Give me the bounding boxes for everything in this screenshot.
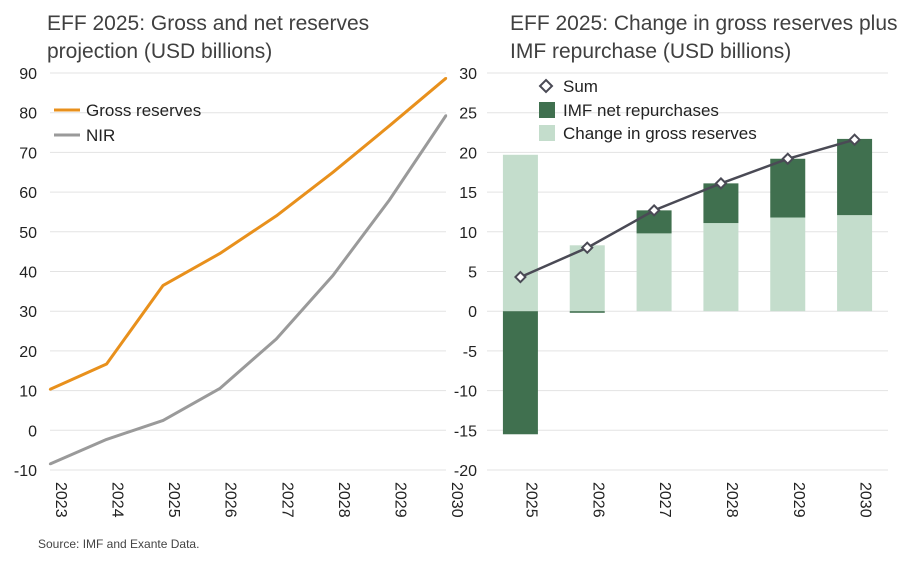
right-chart-title-line-1: EFF 2025: Change in gross reserves plus	[510, 12, 898, 35]
left-x-tick-label: 2029	[391, 482, 408, 518]
line-point	[331, 274, 335, 277]
line-point	[161, 284, 165, 287]
legend-swatch-change-in-gross-reserves	[539, 125, 555, 141]
source-note: Source: IMF and Exante Data.	[38, 537, 199, 551]
right-x-tick-label: 2027	[656, 482, 673, 518]
line-point	[388, 198, 391, 202]
right-x-tick-label: 2029	[790, 482, 807, 518]
right-y-tick-label: -10	[454, 384, 477, 401]
left-y-tick-label: 70	[19, 145, 37, 162]
right-chart-x-axis: 2025 2026 2027 2028 2029 2030	[522, 482, 873, 518]
line-point	[48, 462, 52, 466]
left-y-tick-label: 20	[19, 344, 37, 361]
left-x-tick-label: 2025	[165, 482, 182, 518]
left-y-tick-label: 30	[19, 304, 37, 321]
legend-swatch-imf-net-repurchases	[539, 102, 555, 118]
right-x-tick-label: 2030	[857, 482, 874, 518]
left-y-tick-label: 80	[19, 106, 37, 123]
right-y-tick-label: 10	[459, 225, 477, 242]
line-point	[444, 76, 448, 80]
sum-marker	[514, 270, 527, 284]
left-y-tick-label: 60	[19, 185, 37, 202]
bar-imf-net-repurchases	[569, 311, 605, 313]
line-chart-gross-net-reserves: EFF 2025: Gross and net reserves project…	[14, 12, 465, 518]
line-point	[105, 438, 108, 441]
sum-line	[519, 138, 855, 279]
left-x-tick-label: 2024	[109, 482, 126, 518]
left-chart-series	[48, 76, 448, 466]
right-chart-title-line-2: IMF repurchase (USD billions)	[510, 40, 791, 63]
bar-imf-net-repurchases	[770, 158, 806, 218]
left-chart-x-axis: 2023 2024 2025 2026 2027 2028 2029 2030	[52, 482, 465, 518]
left-x-tick-label: 2026	[222, 482, 239, 518]
bar-change-in-gross-reserves	[837, 215, 873, 312]
line-point	[388, 124, 391, 128]
right-chart-gridlines	[487, 72, 888, 471]
sum-marker	[647, 203, 661, 217]
line-point	[275, 214, 278, 218]
left-y-tick-label: 50	[19, 225, 37, 242]
right-y-tick-label: 20	[459, 145, 477, 162]
left-x-tick-label: 2023	[52, 482, 69, 518]
legend-label-change-in-gross-reserves: Change in gross reserves	[563, 124, 757, 143]
left-chart-gridlines	[50, 72, 446, 471]
right-y-tick-label: 0	[468, 304, 477, 321]
right-x-tick-label: 2028	[723, 482, 740, 518]
line-point	[444, 114, 448, 117]
bar-change-in-gross-reserves	[502, 154, 538, 312]
line-point	[331, 171, 335, 174]
line-point	[275, 337, 278, 341]
bar-imf-net-repurchases	[703, 183, 739, 224]
left-y-tick-label: 10	[19, 384, 37, 401]
stacked-bar-chart-gross-reserves-change: EFF 2025: Change in gross reserves plus …	[454, 12, 898, 518]
bar-change-in-gross-reserves	[703, 223, 739, 312]
bar-change-in-gross-reserves	[569, 245, 605, 312]
left-chart-legend: Gross reserves NIR	[54, 101, 201, 145]
right-chart-y-axis: -20 -15 -10 -5 0 5 10 15 20 25 30	[454, 66, 477, 480]
line-point	[218, 252, 221, 255]
right-x-tick-label: 2025	[522, 482, 539, 518]
right-x-tick-label: 2026	[589, 482, 606, 518]
line-point	[161, 419, 165, 422]
left-x-tick-label: 2028	[335, 482, 352, 518]
sum-marker	[580, 241, 594, 255]
left-y-tick-label: -10	[14, 463, 37, 480]
left-y-tick-label: 40	[19, 265, 37, 282]
left-y-tick-label: 90	[19, 66, 37, 83]
bar-change-in-gross-reserves	[770, 217, 806, 312]
left-chart-title-line-2: projection (USD billions)	[47, 40, 272, 63]
right-y-tick-label: -20	[454, 463, 477, 480]
right-y-tick-label: 25	[459, 106, 477, 123]
left-chart-title-line-1: EFF 2025: Gross and net reserves	[47, 12, 369, 35]
legend-swatch-sum-diamond	[538, 78, 554, 94]
right-y-tick-label: -5	[463, 344, 477, 361]
right-y-tick-label: 5	[468, 265, 477, 282]
right-chart-legend: Sum IMF net repurchases Change in gross …	[538, 77, 757, 143]
line-series-gross-reserves	[49, 77, 447, 391]
legend-label-sum: Sum	[563, 77, 598, 96]
left-x-tick-label: 2030	[448, 482, 465, 518]
sum-marker	[781, 152, 795, 166]
right-y-tick-label: 30	[459, 66, 477, 83]
right-y-tick-label: 15	[459, 185, 477, 202]
line-point	[48, 388, 52, 391]
left-y-tick-label: 0	[28, 423, 37, 440]
legend-label-nir: NIR	[86, 126, 115, 145]
right-y-tick-label: -15	[454, 423, 477, 440]
sum-marker	[714, 176, 728, 190]
line-point	[218, 387, 221, 390]
right-chart-bars	[502, 138, 873, 435]
line-point	[105, 362, 108, 366]
bar-imf-net-repurchases	[837, 138, 873, 216]
bar-imf-net-repurchases	[502, 311, 538, 435]
sum-marker	[848, 133, 861, 147]
right-chart-sum-line	[514, 133, 861, 284]
left-x-tick-label: 2027	[278, 482, 295, 518]
bar-change-in-gross-reserves	[636, 233, 672, 312]
line-series-nir	[49, 114, 448, 466]
legend-label-imf-net-repurchases: IMF net repurchases	[563, 101, 719, 120]
left-chart-y-axis: -10 0 10 20 30 40 50 60 70 80 90	[14, 66, 37, 480]
legend-label-gross-reserves: Gross reserves	[86, 101, 201, 120]
